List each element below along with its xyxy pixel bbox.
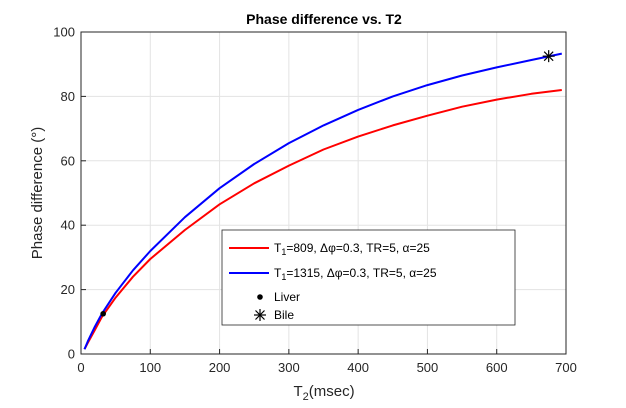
x-tick-label: 600 [486, 360, 508, 375]
point-bile [542, 50, 555, 63]
points-layer [100, 50, 555, 317]
x-tick-label: 400 [347, 360, 369, 375]
y-tick-label: 60 [61, 153, 75, 168]
legend-label-liver: Liver [274, 290, 300, 304]
legend-label-bile: Bile [274, 308, 294, 322]
x-axis-label: T2(msec) [293, 383, 354, 403]
x-tick-label: 200 [209, 360, 231, 375]
legend-label-series-1: T1=809, Δφ=0.3, TR=5, α=25 [274, 241, 430, 257]
plot-frame [80, 31, 567, 355]
legend-box [221, 229, 516, 326]
x-tick-label: 0 [77, 360, 84, 375]
chart-title: Phase difference vs. T2 [246, 11, 402, 27]
y-tick-label: 40 [61, 218, 75, 233]
x-tick-label: 500 [417, 360, 439, 375]
legend-label-series-2: T1=1315, Δφ=0.3, TR=5, α=25 [274, 266, 437, 282]
x-tick-label: 300 [278, 360, 300, 375]
ticks: 0 100 200 300 400 500 600 700 0 20 40 60 80 100 [53, 25, 577, 376]
y-axis-label: Phase difference (°) [29, 127, 46, 259]
point-liver [100, 310, 106, 317]
legend-marker-liver [257, 294, 263, 300]
legend: T1=809, Δφ=0.3, TR=5, α=25 T1=1315, Δφ=0… [221, 229, 516, 326]
series-line-1 [83, 89, 562, 350]
x-tick-label: 700 [555, 360, 577, 375]
y-tick-label: 0 [68, 347, 75, 362]
legend-marker-bile [254, 309, 266, 321]
y-tick-label: 100 [53, 25, 75, 40]
x-tick-label: 100 [139, 360, 161, 375]
y-tick-label: 20 [61, 282, 75, 297]
y-tick-label: 80 [61, 89, 75, 104]
